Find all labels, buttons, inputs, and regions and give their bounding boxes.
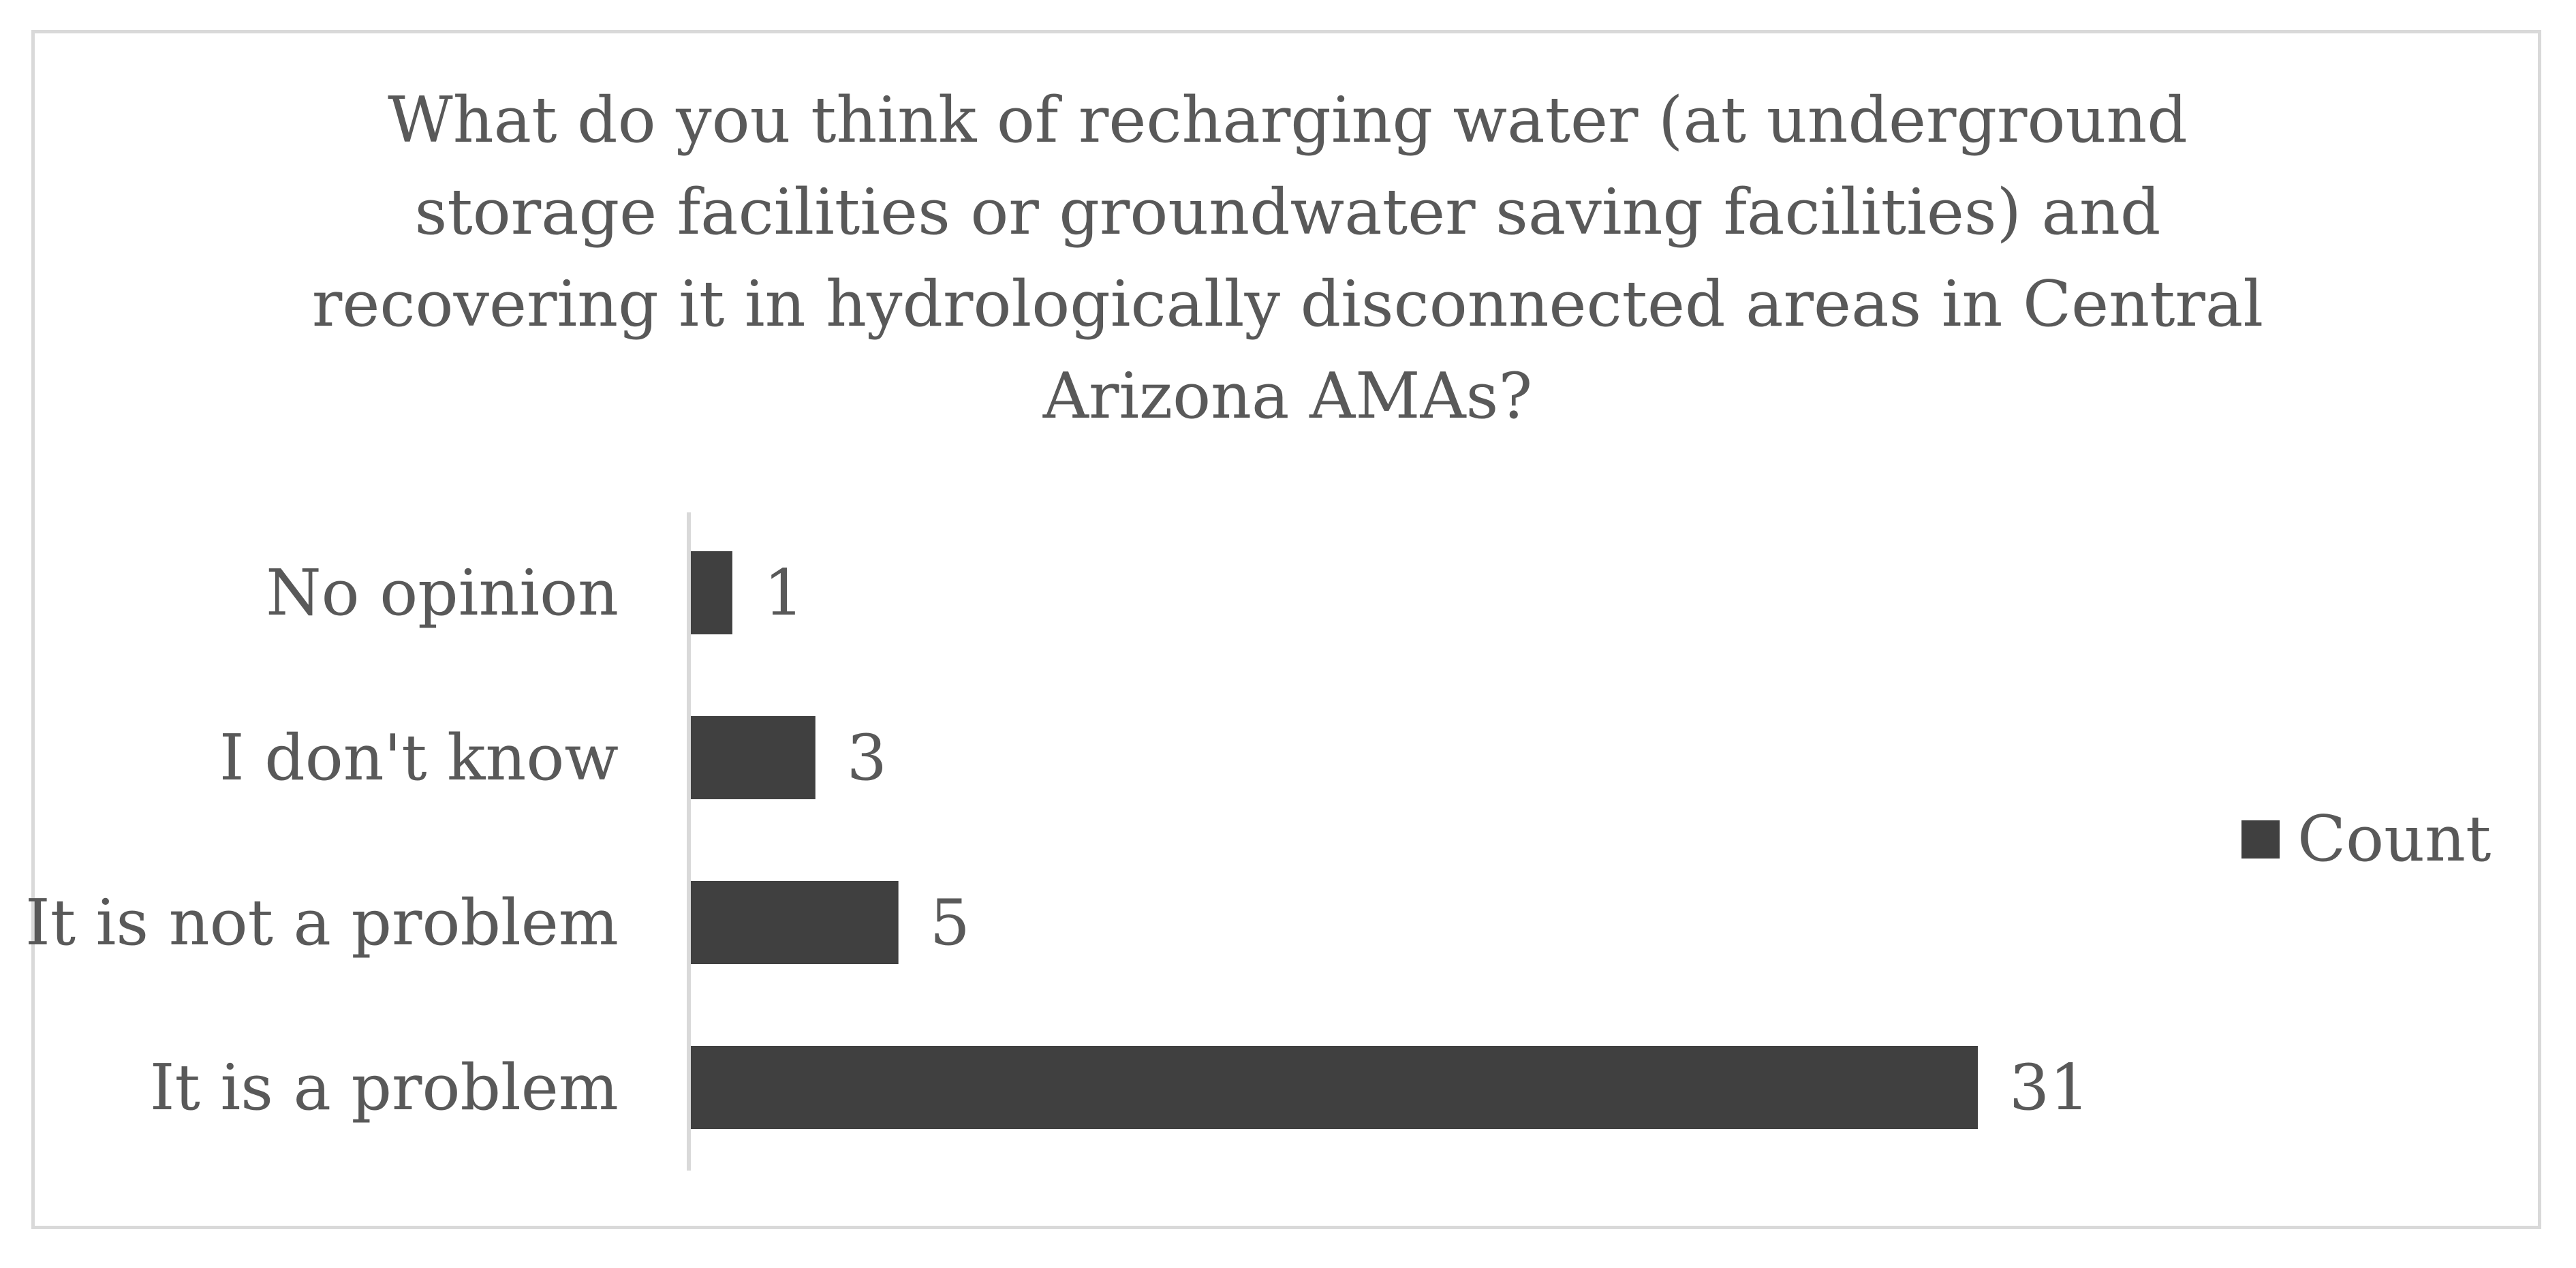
- chart-title-line: recovering it in hydrologically disconne…: [312, 267, 2263, 341]
- chart-title-line: What do you think of recharging water (a…: [388, 83, 2188, 157]
- data-label: 5: [930, 886, 970, 959]
- data-label: 3: [847, 721, 887, 794]
- bar: [691, 1046, 1978, 1129]
- legend-label: Count: [2297, 802, 2491, 876]
- chart-title-line: Arizona AMAs?: [1042, 359, 1532, 433]
- category-label: It is not a problem: [25, 886, 619, 959]
- category-label: It is a problem: [150, 1051, 619, 1124]
- category-label: No opinion: [266, 556, 619, 630]
- category-label: I don't know: [219, 721, 619, 794]
- chart-title: What do you think of recharging water (a…: [312, 83, 2263, 433]
- data-label: 1: [764, 556, 804, 630]
- chart-frame: [31, 30, 2541, 1229]
- bar: [691, 716, 816, 799]
- data-label: 31: [2009, 1051, 2090, 1124]
- legend: Count: [2241, 802, 2491, 876]
- category-labels: No opinion I don't know It is not a proble…: [25, 556, 619, 1124]
- bar: [691, 881, 899, 964]
- legend-swatch: [2241, 820, 2280, 859]
- data-labels: 1 3 5 31: [764, 556, 2090, 1124]
- bars: [691, 551, 1978, 1129]
- chart-title-line: storage facilities or groundwater saving…: [415, 175, 2161, 249]
- bar: [691, 551, 732, 634]
